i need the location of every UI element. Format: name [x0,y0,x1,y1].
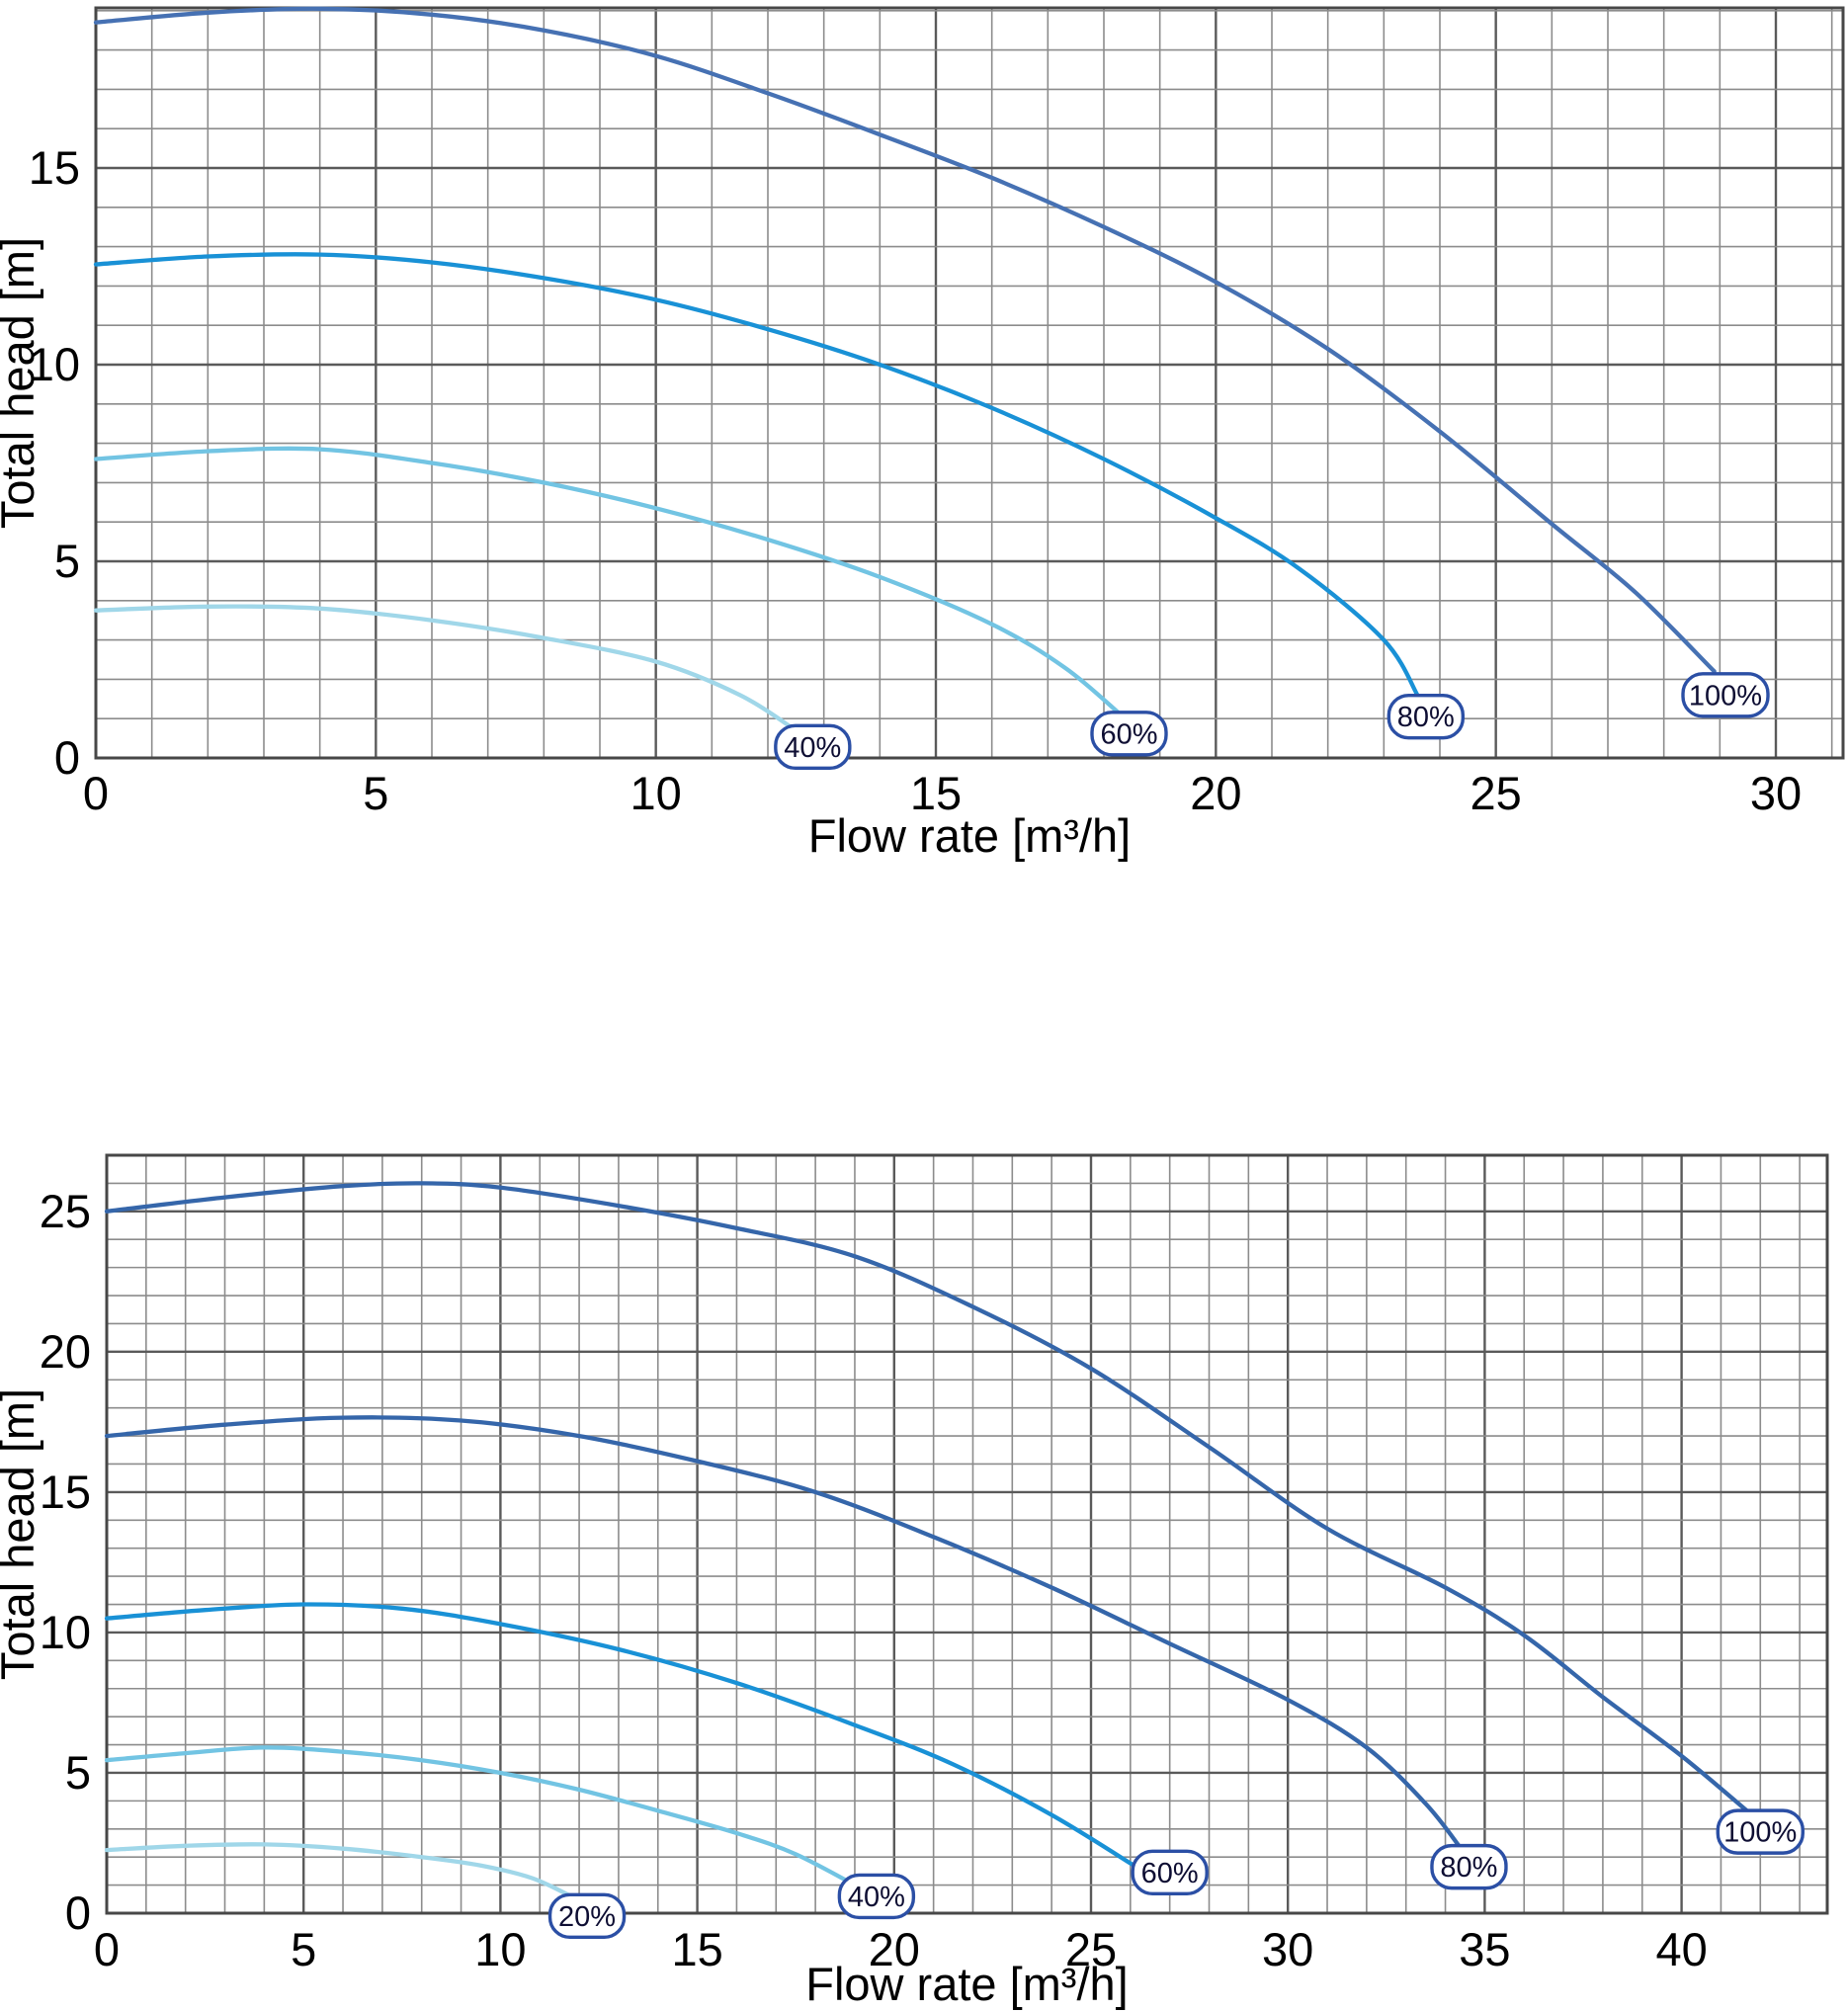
speed-label-text-60%: 60% [1100,718,1157,750]
curve-100% [93,6,1717,674]
grid [107,1154,1827,1913]
x-tick-30: 30 [1262,1923,1313,1975]
plot-border [94,6,1845,760]
speed-label-pill-80% [1386,694,1466,740]
curve-80% [104,1415,1464,1851]
x-tick-20: 20 [1190,767,1241,819]
speed-label-text-100%: 100% [1689,680,1762,712]
speed-label-pill-60% [1090,711,1168,757]
speed-label-pill-100% [1681,672,1770,718]
speed-label-text-40%: 40% [848,1882,905,1913]
pump-curves-small [93,6,1845,771]
x-tick-25: 25 [1470,767,1522,819]
curve-60% [104,1602,1140,1871]
curve-60% [93,446,1124,717]
y-tick-5: 5 [54,535,80,587]
y-tick-15: 15 [29,141,80,194]
speed-label-text-40%: 40% [784,732,841,764]
x-tick-40: 40 [1655,1923,1707,1975]
curve-100% [104,1181,1751,1814]
curve-40% [104,1745,866,1892]
y-tick-15: 15 [40,1466,91,1518]
x-axis-title: Flow rate [m³/h] [808,809,1131,862]
x-tick-0: 0 [94,1923,120,1975]
y-tick-20: 20 [40,1325,91,1378]
speed-label-pill-20% [547,1892,627,1940]
y-axis-title: Total head [m] [0,237,43,529]
y-tick-0: 0 [54,731,80,784]
speed-label-pill-40% [837,1873,916,1920]
curve-40% [93,604,798,733]
speed-label-pill-60% [1131,1849,1209,1896]
pump-curves-large [104,1153,1829,1940]
y-tick-5: 5 [65,1746,91,1799]
x-tick-30: 30 [1750,767,1802,819]
y-tick-10: 10 [40,1606,91,1658]
speed-label-text-20%: 20% [558,1901,616,1933]
x-tick-10: 10 [630,767,682,819]
speed-label-pill-80% [1430,1843,1508,1890]
curve-20% [104,1842,574,1899]
speed-label-pill-40% [774,723,852,771]
speed-label-text-80%: 80% [1440,1852,1497,1884]
speed-label-text-80%: 80% [1397,702,1455,733]
grid [96,8,1843,758]
y-tick-0: 0 [65,1886,91,1939]
x-tick-0: 0 [83,767,109,819]
x-tick-20: 20 [869,1923,920,1975]
y-tick-10: 10 [29,338,80,390]
plot-border [105,1153,1829,1915]
x-tick-15: 15 [671,1923,722,1975]
x-tick-25: 25 [1065,1923,1117,1975]
y-tick-25: 25 [40,1185,91,1237]
curve-80% [93,252,1420,698]
x-tick-35: 35 [1459,1923,1510,1975]
x-tick-5: 5 [363,767,388,819]
speed-label-text-60%: 60% [1141,1858,1199,1889]
speed-label-text-100%: 100% [1723,1817,1797,1849]
y-axis-title: Total head [m] [0,1388,43,1680]
x-tick-15: 15 [910,767,962,819]
x-tick-10: 10 [474,1923,526,1975]
x-axis-title: Flow rate [m³/h] [805,1958,1128,2010]
x-tick-5: 5 [291,1923,316,1975]
speed-label-pill-100% [1716,1808,1805,1855]
